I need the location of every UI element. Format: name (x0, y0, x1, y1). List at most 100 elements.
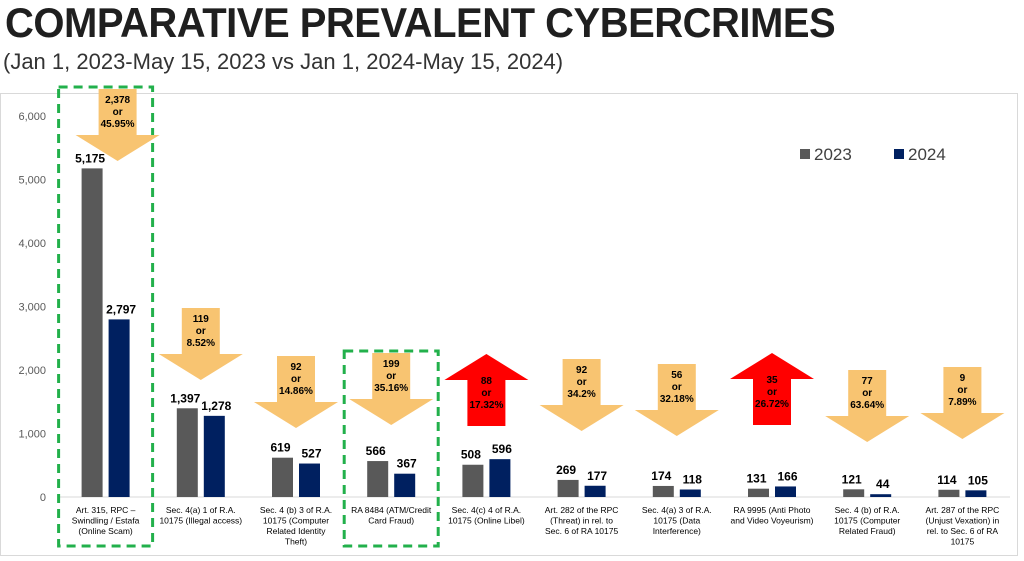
change-connector: or (767, 387, 777, 398)
highlight-box (342, 349, 440, 548)
change-amount: 77 (862, 376, 874, 387)
category-label: RA 9995 (Anti Photo and Video Voyeurism) (730, 505, 813, 526)
data-label-2023: 5,175 (75, 151, 105, 165)
data-label-2024: 166 (777, 469, 797, 483)
change-connector: or (481, 388, 491, 399)
change-percent: 7.89% (948, 397, 976, 408)
data-label-2024: 2,797 (106, 302, 136, 316)
y-tick-label: 0 (40, 492, 46, 504)
bar-2024 (108, 319, 130, 497)
bar-2024 (965, 490, 987, 497)
data-label-2023: 269 (556, 463, 576, 477)
y-tick-label: 3,000 (18, 302, 46, 314)
change-amount: 199 (383, 359, 400, 370)
data-label-2023: 131 (746, 472, 766, 486)
change-percent: 14.86% (279, 386, 313, 397)
change-arrow-down (158, 308, 243, 380)
change-amount: 2,378 (105, 95, 130, 106)
page-title: COMPARATIVE PREVALENT CYBERCRIMES (5, 0, 836, 47)
change-connector: or (386, 371, 396, 382)
change-amount: 9 (960, 373, 966, 384)
change-percent: 26.72% (755, 399, 789, 410)
change-arrow-down (825, 370, 910, 442)
data-label-2023: 619 (270, 441, 290, 455)
change-percent: 17.32% (469, 400, 503, 411)
change-arrow-down (254, 356, 338, 428)
data-label-2024: 118 (683, 473, 703, 487)
change-amount: 92 (290, 362, 302, 373)
change-amount: 35 (766, 375, 778, 386)
data-label-2023: 121 (842, 472, 862, 486)
data-label-2023: 508 (461, 448, 481, 462)
highlight-box (57, 85, 155, 548)
change-connector: or (672, 382, 682, 393)
change-amount: 92 (576, 365, 588, 376)
change-arrow-up (730, 353, 814, 425)
change-connector: or (577, 377, 587, 388)
change-amount: 56 (671, 370, 683, 381)
change-arrow-down (920, 367, 1005, 439)
data-label-2024: 527 (301, 447, 321, 461)
y-tick-label: 2,000 (18, 365, 46, 377)
bar-2023 (272, 457, 293, 497)
bar-2024 (870, 494, 892, 497)
data-label-2024: 177 (587, 469, 607, 483)
change-percent: 8.52% (187, 338, 215, 349)
category-label: RA 8484 (ATM/Credit Card Fraud) (351, 505, 432, 526)
category-label: Sec. 4(a) 3 of R.A. 10175 (Data Interferen… (642, 505, 712, 536)
change-percent: 35.16% (374, 383, 408, 394)
bar-2023 (938, 489, 960, 497)
y-tick-label: 1,000 (18, 429, 46, 441)
change-amount: 88 (481, 376, 493, 387)
change-percent: 34.2% (567, 389, 595, 400)
category-label: Sec. 4(c) 4 of R.A. 10175 (Online Libel) (448, 505, 525, 526)
data-label-2023: 174 (651, 469, 671, 483)
legend-swatch-2023 (800, 149, 810, 159)
data-label-2023: 114 (937, 473, 957, 487)
bar-2024 (203, 415, 225, 497)
change-arrow-down (75, 89, 160, 161)
change-percent: 32.18% (660, 394, 694, 405)
change-connector: or (196, 326, 206, 337)
change-percent: 45.95% (101, 119, 135, 130)
bar-2024 (489, 459, 511, 497)
category-label: Sec. 4 (b) of R.A. 10175 (Computer Related… (834, 505, 900, 536)
category-label: Art. 287 of the RPC (Unjust Vexation) in r… (926, 505, 1000, 547)
data-label-2023: 566 (366, 444, 386, 458)
y-tick-label: 4,000 (18, 238, 46, 250)
bar-2023 (843, 489, 865, 497)
change-connector: or (862, 388, 872, 399)
change-arrow-up (444, 354, 529, 426)
bar-2024 (299, 463, 320, 497)
legend-label-2024: 2024 (908, 145, 946, 164)
bar-2023 (652, 485, 674, 497)
change-connector: or (291, 374, 301, 385)
change-arrow-down (539, 359, 624, 431)
data-label-2024: 105 (968, 473, 988, 487)
bar-2024 (394, 473, 416, 497)
legend-swatch-2024 (894, 149, 904, 159)
bar-2023 (81, 168, 103, 497)
change-percent: 63.64% (850, 400, 884, 411)
data-label-2024: 1,278 (201, 399, 231, 413)
bar-2023 (462, 464, 484, 497)
change-amount: 119 (193, 314, 210, 325)
category-label: Sec. 4(a) 1 of R.A. 10175 (Illegal access… (159, 505, 242, 526)
category-label: Art. 315, RPC – Swindling / Estafa (Online… (72, 505, 140, 536)
category-label: Art. 282 of the RPC (Threat) in rel. to Se… (545, 505, 619, 536)
data-label-2024: 596 (492, 442, 512, 456)
page-subtitle: (Jan 1, 2023-May 15, 2023 vs Jan 1, 2024… (3, 49, 564, 74)
data-label-2023: 1,397 (170, 391, 200, 405)
change-connector: or (113, 107, 123, 118)
y-tick-label: 6,000 (18, 111, 46, 123)
y-tick-label: 5,000 (18, 175, 46, 187)
change-arrow-down (349, 353, 434, 425)
change-connector: or (957, 385, 967, 396)
chart-frame (0, 93, 1018, 556)
bar-2023 (557, 479, 579, 497)
change-arrow-down (634, 364, 719, 436)
bar-2024 (679, 489, 701, 497)
bar-2023 (367, 461, 389, 497)
bar-2024 (775, 486, 796, 497)
